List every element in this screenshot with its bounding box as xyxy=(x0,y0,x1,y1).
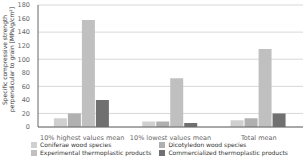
svg-text:80: 80 xyxy=(22,69,30,77)
html-text:perpendicular to grain [MPa/g/: perpendicular to grain [MPa/g/cm²] xyxy=(8,7,15,113)
html-text:Coniferae wood species: Coniferae wood species xyxy=(40,141,112,148)
svg-text:180: 180 xyxy=(18,1,30,9)
html-text:Dicotyledon wood species: Dicotyledon wood species xyxy=(168,141,247,148)
svg-text:10% highest values mean: 10% highest values mean xyxy=(40,134,124,142)
svg-text:Total mean: Total mean xyxy=(240,134,277,142)
html-text:Specific compressive strength: Specific compressive strength xyxy=(1,14,8,106)
svg-text:20: 20 xyxy=(22,110,30,118)
html-text:Commercialized thermoplastic p: Commercialized thermoplastic products xyxy=(168,149,288,156)
html-text:Experimental thermoplastic pro: Experimental thermoplastic products xyxy=(40,149,152,156)
svg-text:10% lowest values mean: 10% lowest values mean xyxy=(130,134,211,142)
svg-text:40: 40 xyxy=(22,96,30,104)
svg-text:0: 0 xyxy=(26,123,30,131)
svg-text:60: 60 xyxy=(22,83,30,91)
svg-text:100: 100 xyxy=(18,56,30,64)
svg-text:120: 120 xyxy=(18,42,30,50)
svg-text:140: 140 xyxy=(18,28,30,36)
svg-text:160: 160 xyxy=(18,15,30,23)
